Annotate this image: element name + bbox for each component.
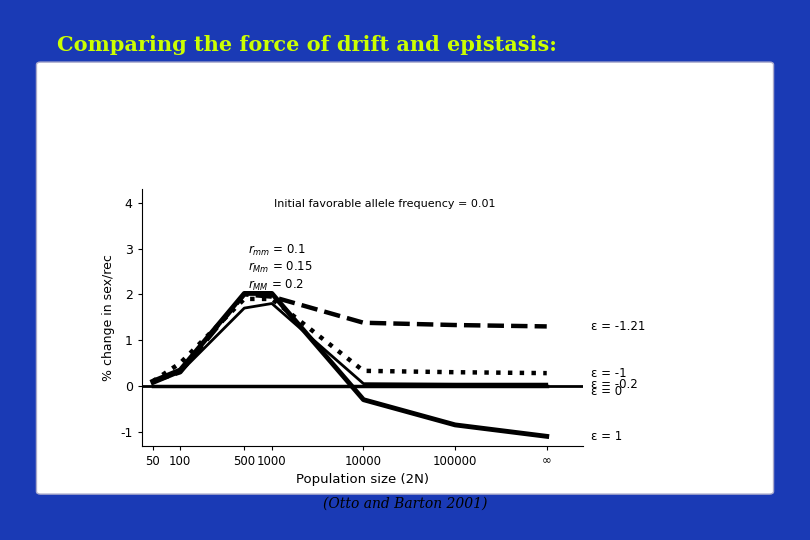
Y-axis label: % change in sex/rec: % change in sex/rec [102, 254, 115, 381]
Text: ε = 0: ε = 0 [591, 385, 622, 398]
Text: Comparing the force of drift and epistasis:: Comparing the force of drift and epistas… [57, 35, 556, 55]
X-axis label: Population size (2N): Population size (2N) [296, 473, 429, 486]
Text: ε = -1.21: ε = -1.21 [591, 320, 646, 333]
Text: ε = -0.2: ε = -0.2 [591, 377, 638, 390]
Text: →: → [53, 68, 71, 87]
Text: (Otto and Barton 2001): (Otto and Barton 2001) [323, 496, 487, 510]
Text: Initial favorable allele frequency = 0.01: Initial favorable allele frequency = 0.0… [274, 199, 496, 210]
Text: ε = -1: ε = -1 [591, 367, 627, 380]
Text: ε = 1: ε = 1 [591, 430, 623, 443]
Text: $r_{mm}$ = 0.1
$r_{Mm}$ = 0.15
$r_{MM}$ = 0.2: $r_{mm}$ = 0.1 $r_{Mm}$ = 0.15 $r_{MM}$ … [248, 243, 313, 293]
Text: Proportional change in sex/rec over 50 generations with very
strong selective sw: Proportional change in sex/rec over 50 g… [85, 68, 534, 100]
